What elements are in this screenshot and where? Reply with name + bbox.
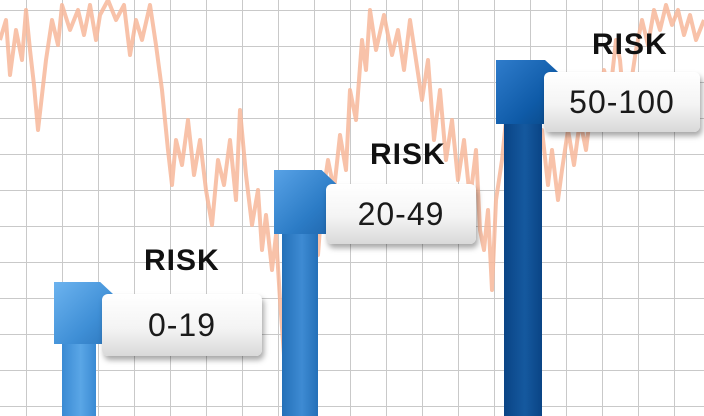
risk-label-mid: RISK (370, 138, 446, 171)
risk-range-mid: 20-49 (357, 195, 445, 232)
risk-bar-mid (282, 222, 318, 416)
risk-range-badge-high: 50-100 (544, 72, 700, 132)
risk-range-badge-low: 0-19 (102, 294, 262, 356)
risk-bar-low (62, 330, 96, 416)
risk-label-low: RISK (144, 244, 220, 277)
risk-range-badge-mid: 20-49 (326, 184, 476, 244)
risk-label-high: RISK (592, 28, 668, 61)
risk-range-high: 50-100 (569, 83, 675, 120)
risk-bar-high (504, 112, 542, 416)
risk-range-low: 0-19 (147, 306, 217, 343)
